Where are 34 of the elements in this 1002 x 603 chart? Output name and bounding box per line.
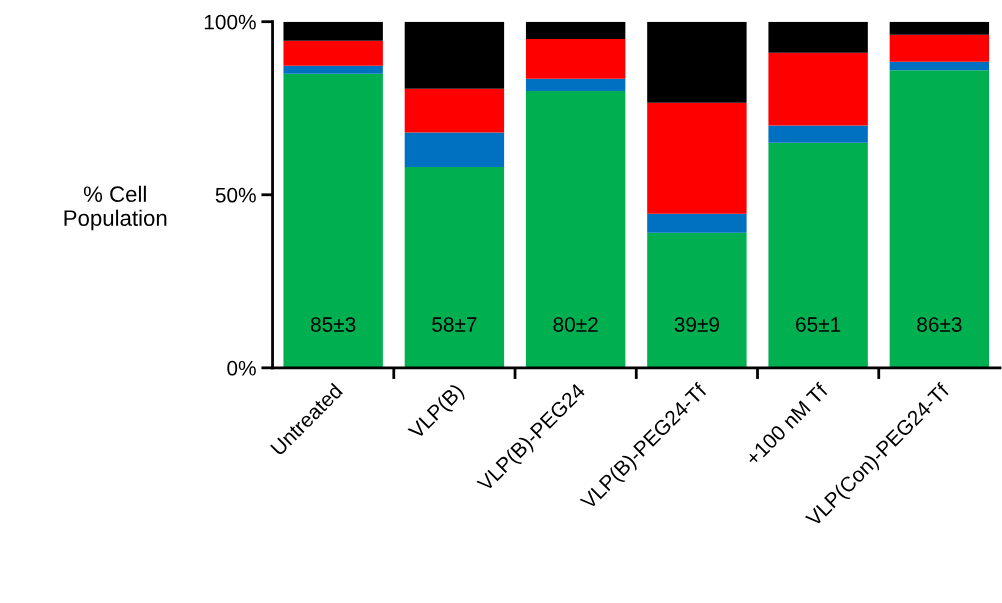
bar	[647, 21, 747, 103]
y-tick-label: 0%	[227, 360, 256, 376]
bar	[889, 70, 990, 368]
bar	[525, 78, 626, 91]
y-tick-label: 50%	[215, 187, 256, 203]
bar	[889, 61, 990, 71]
bar	[647, 102, 747, 214]
bar	[647, 213, 747, 233]
bar	[283, 73, 383, 368]
bar	[404, 132, 505, 168]
y-axis-title: % Cell Population	[64, 185, 167, 231]
bar	[404, 167, 505, 368]
bar	[283, 21, 383, 41]
bar	[768, 142, 868, 368]
bar	[283, 40, 383, 66]
bar	[525, 21, 626, 40]
data-label: 85±3	[310, 317, 356, 332]
bar	[404, 88, 505, 133]
data-label: 86±3	[917, 317, 962, 332]
data-label: 80±2	[553, 317, 598, 332]
bar	[525, 39, 626, 79]
bar	[768, 21, 868, 53]
bar	[283, 65, 383, 74]
bar	[525, 90, 626, 368]
bar	[647, 232, 747, 368]
bar	[889, 21, 990, 35]
data-label: 39±9	[674, 317, 719, 332]
data-label: 65±1	[796, 317, 841, 332]
bar	[404, 21, 505, 89]
y-tick-label: 100%	[204, 14, 256, 30]
bar	[768, 52, 868, 126]
bar	[768, 125, 868, 143]
data-label: 58±7	[432, 317, 477, 332]
bar	[889, 34, 990, 62]
